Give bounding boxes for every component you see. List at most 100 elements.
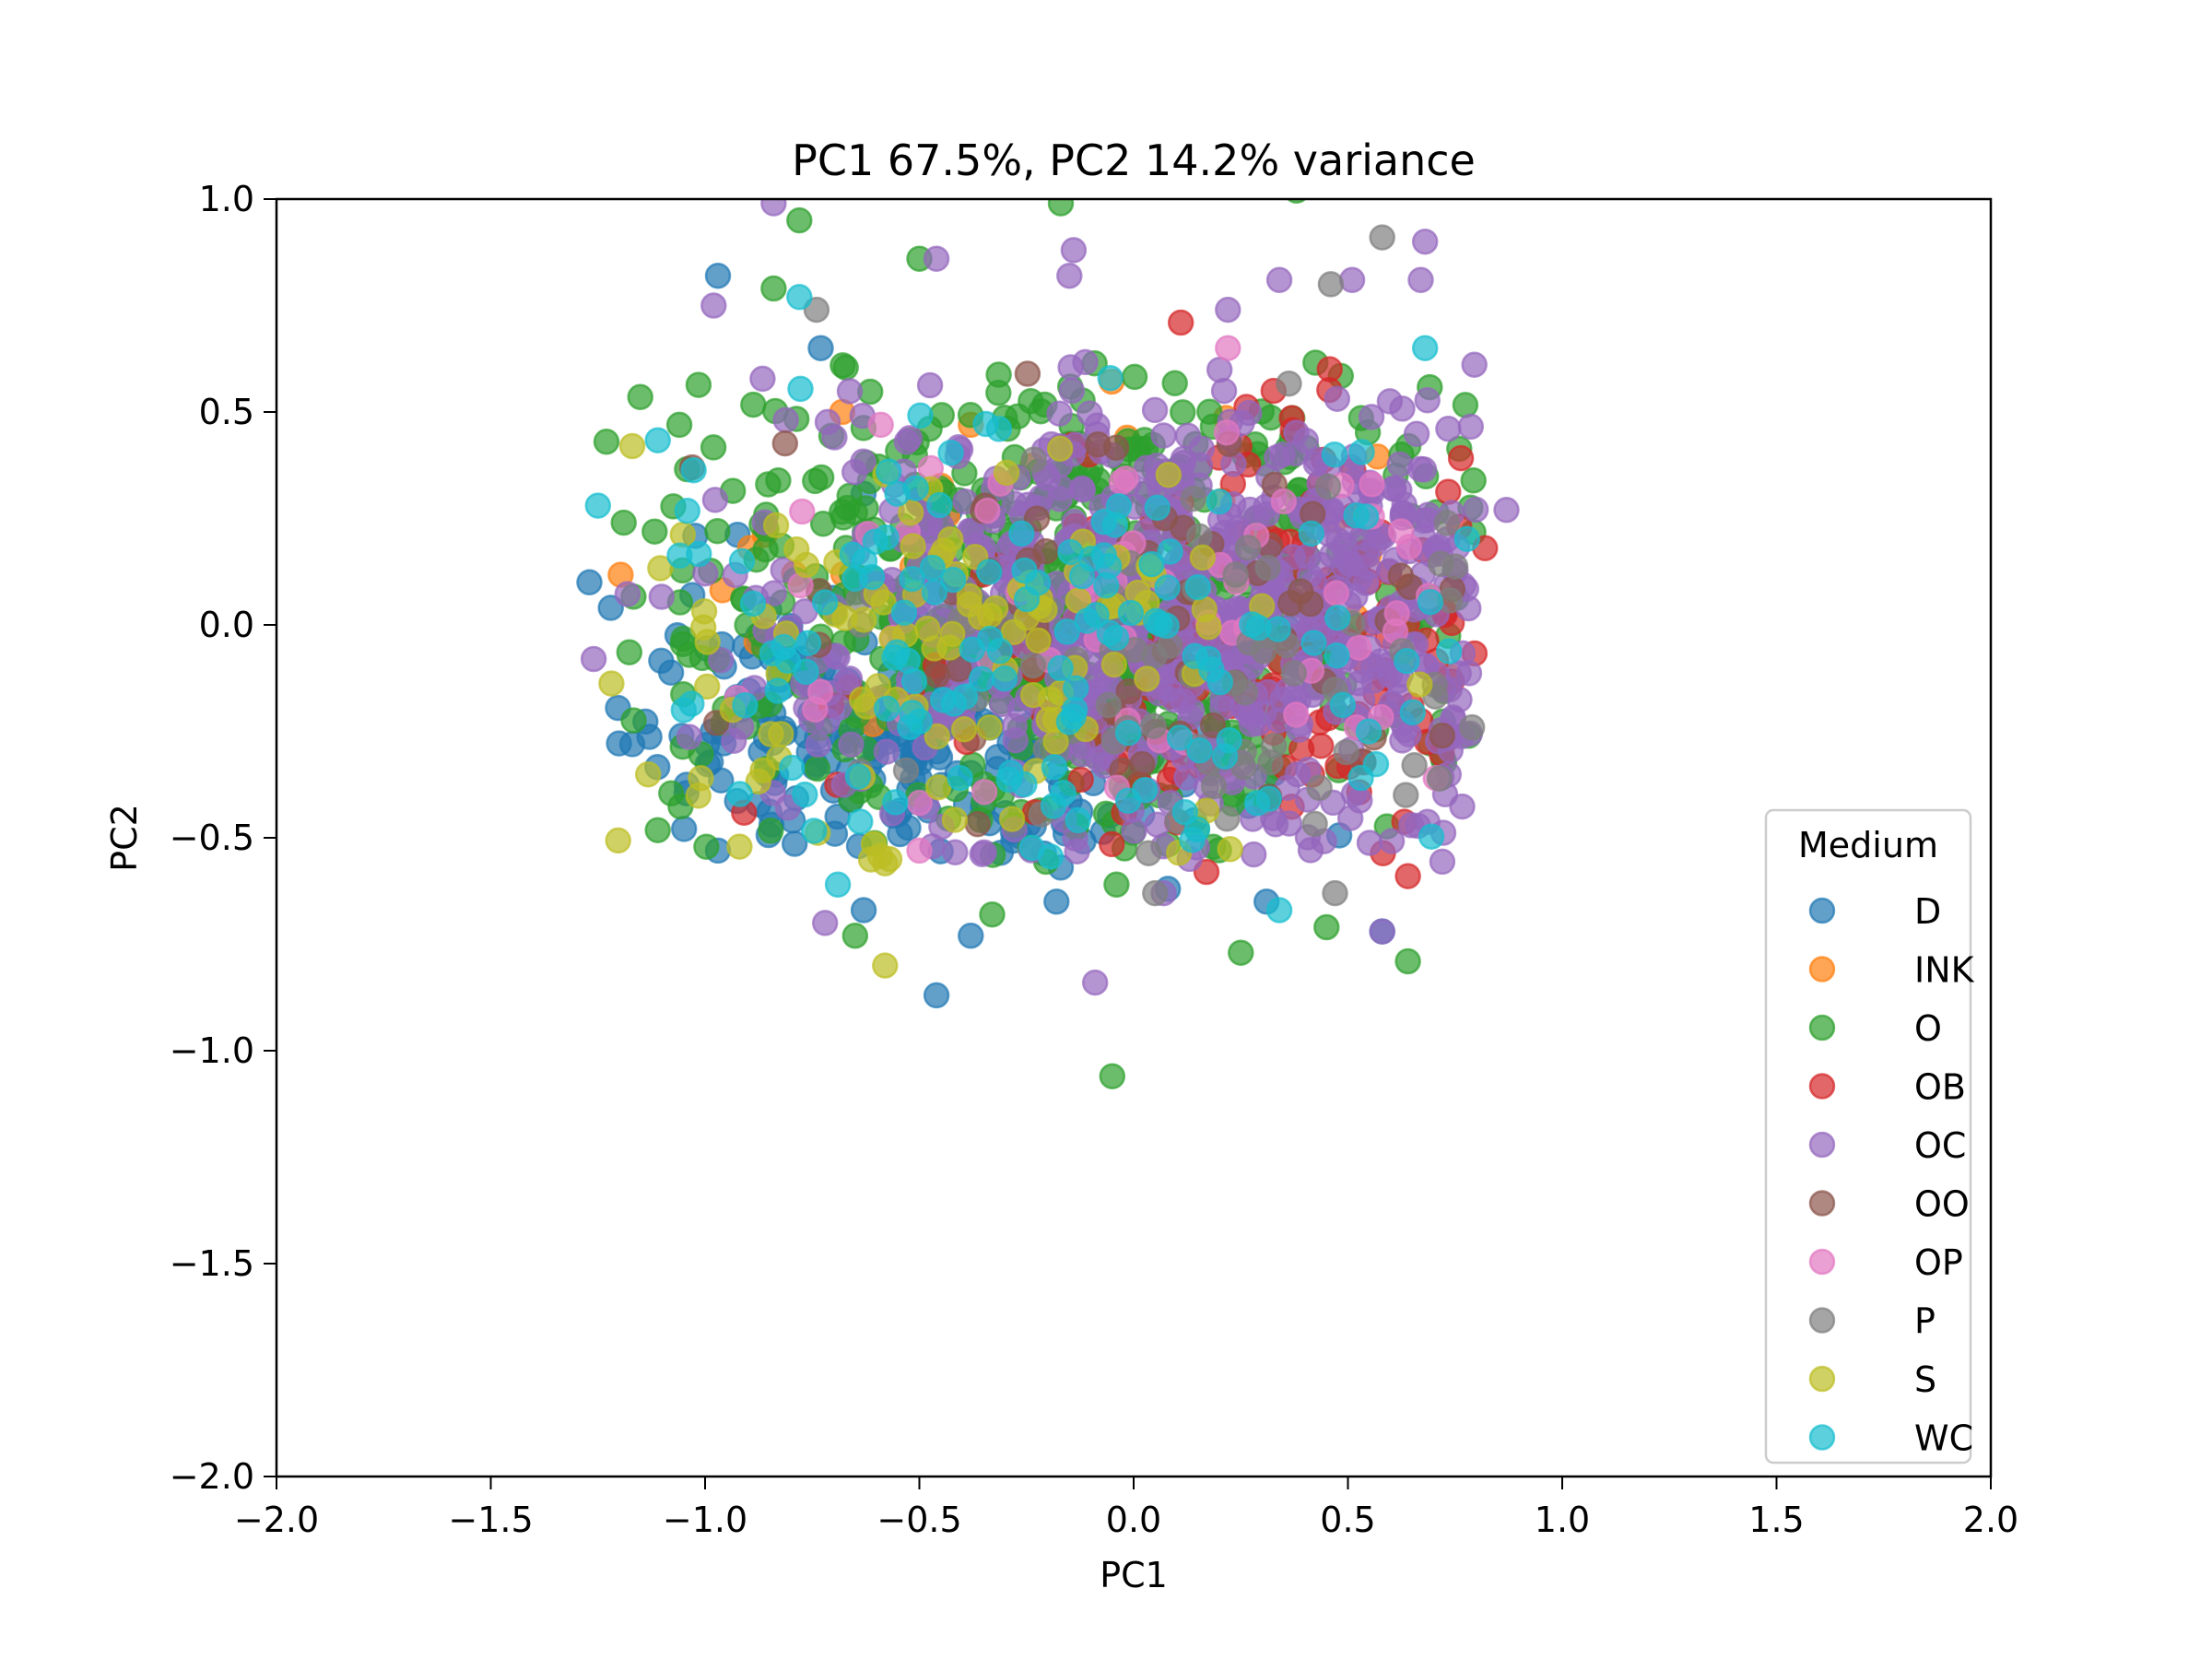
data-point-wc (584, 492, 612, 519)
x-tick-label: −2.0 (234, 1500, 319, 1540)
data-point-oc (838, 731, 865, 759)
data-point-oc (1386, 451, 1414, 478)
data-point-wc (1114, 719, 1142, 747)
data-point-s (872, 952, 899, 979)
data-point-o (740, 391, 767, 418)
data-point-ob (1316, 356, 1343, 382)
data-point-oc (580, 645, 607, 673)
data-point-p (1257, 749, 1284, 776)
data-point-wc (968, 665, 995, 692)
data-point-op (971, 778, 998, 806)
legend-marker-icon (1808, 1073, 1836, 1100)
data-point-s (1155, 461, 1182, 488)
data-point-oc (1461, 351, 1488, 378)
data-point-p (1317, 271, 1345, 298)
data-point-op (1215, 335, 1241, 361)
data-point-wc (976, 559, 1003, 585)
data-point-oc (1360, 653, 1387, 680)
data-point-wc (811, 589, 839, 616)
data-point-oc (1369, 918, 1395, 945)
data-point-p (892, 757, 920, 784)
data-point-oc (873, 738, 900, 765)
data-point-s (598, 670, 625, 697)
data-point-oc (1493, 497, 1520, 524)
data-point-wc (670, 697, 698, 724)
data-point-p (1426, 765, 1453, 792)
data-point-wc (884, 480, 911, 507)
data-point-o (610, 509, 637, 536)
data-point-wc (873, 524, 900, 551)
data-point-ob (1167, 309, 1194, 336)
data-point-wc (686, 540, 712, 568)
data-point-s (793, 551, 820, 579)
data-point-wc (680, 456, 707, 484)
data-point-oc (760, 580, 787, 606)
legend-label: D (1914, 891, 1941, 932)
data-point-op (789, 498, 816, 525)
data-point-o (1452, 392, 1479, 418)
legend-label: S (1914, 1359, 1936, 1400)
data-point-wc (792, 781, 818, 808)
data-point-s (939, 620, 966, 648)
data-point-o (693, 833, 720, 860)
data-point-o (644, 817, 671, 843)
data-point-op (1323, 580, 1350, 606)
data-point-wc (1063, 675, 1089, 701)
data-point-oc (1068, 741, 1095, 768)
data-point-s (745, 768, 772, 795)
data-point-wc (907, 402, 934, 429)
data-point-o (685, 371, 712, 398)
data-point-p (1142, 879, 1169, 907)
data-point-s (647, 555, 674, 582)
data-point-o (616, 639, 643, 665)
data-point-o (807, 464, 835, 491)
data-point-p (1254, 554, 1281, 582)
data-point-oc (923, 245, 950, 272)
data-point-s (924, 723, 951, 750)
data-point-oc (896, 425, 924, 452)
data-point-wc (873, 695, 900, 723)
data-point-oc (1358, 404, 1385, 430)
legend-marker-icon (1808, 1248, 1836, 1276)
data-point-s (605, 827, 631, 854)
y-tick-label: −2.0 (170, 1456, 254, 1497)
legend-marker-icon (1808, 956, 1836, 982)
data-point-oc (1028, 484, 1054, 511)
data-point-s (1406, 671, 1433, 698)
x-tick-label: 2.0 (1963, 1500, 2018, 1540)
data-point-wc (1153, 612, 1180, 640)
data-point-wc (900, 667, 928, 695)
data-point-p (1306, 774, 1333, 802)
data-point-s (897, 499, 924, 526)
data-point-wc (851, 547, 878, 574)
data-point-wc (824, 871, 852, 899)
data-point-wc (1065, 806, 1091, 834)
data-point-oc (1414, 387, 1441, 414)
legend-marker-icon (1808, 897, 1836, 924)
data-point-wc (1050, 779, 1077, 806)
data-point-wc (921, 579, 948, 606)
data-point-p (1019, 652, 1047, 679)
data-point-s (924, 773, 952, 801)
y-tick-label: −1.5 (170, 1243, 254, 1284)
legend-label: O (1914, 1008, 1942, 1049)
data-point-wc (1018, 834, 1045, 862)
data-point-wc (1117, 599, 1145, 627)
data-point-wc (800, 818, 828, 844)
data-point-oc (1292, 427, 1320, 454)
data-point-wc (937, 439, 964, 466)
data-point-wc (1114, 787, 1142, 815)
data-point-wc (882, 789, 909, 816)
data-point-oc (1206, 356, 1233, 383)
data-point-d (1043, 888, 1070, 915)
data-point-wc (1154, 574, 1181, 601)
data-point-d (670, 816, 698, 842)
data-point-oc (988, 690, 1016, 718)
data-point-o (830, 352, 856, 379)
data-point-wc (787, 375, 814, 403)
data-point-d (807, 335, 834, 361)
data-point-wc (644, 427, 671, 453)
legend-label: OP (1914, 1242, 1963, 1283)
data-point-o (985, 380, 1012, 406)
data-point-d (704, 262, 732, 289)
